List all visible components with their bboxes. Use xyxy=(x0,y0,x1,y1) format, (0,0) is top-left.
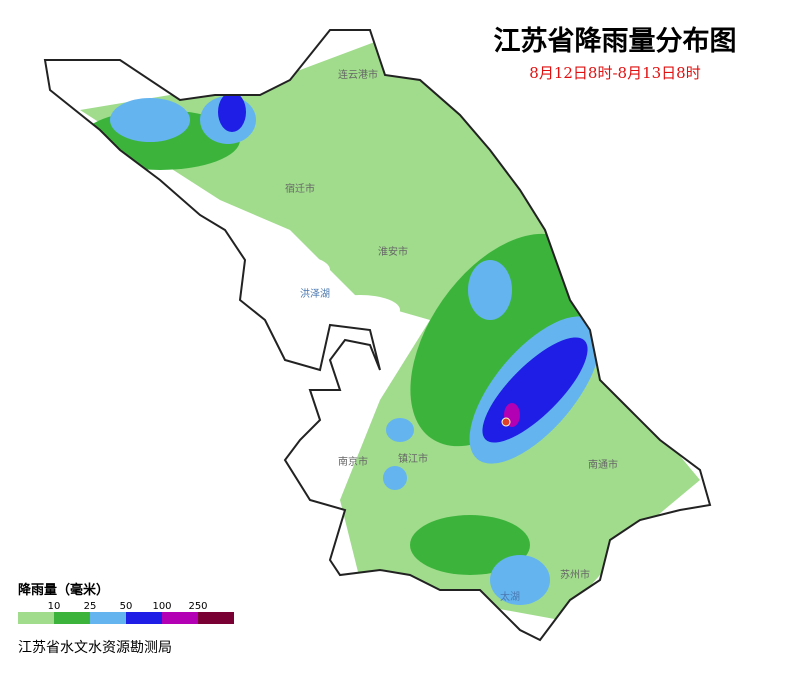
legend-title: 降雨量（毫米） xyxy=(18,582,109,598)
legend-swatch xyxy=(54,612,90,624)
title: 江苏省降雨量分布图 xyxy=(494,26,737,57)
rain-zone xyxy=(468,260,512,320)
lake-label: 洪泽湖 xyxy=(300,288,330,300)
rain-zone xyxy=(218,92,246,132)
rain-zone xyxy=(410,515,530,575)
lake xyxy=(320,295,400,325)
city-label: 南京市 xyxy=(338,455,368,468)
city-label: 苏州市 xyxy=(560,568,590,581)
city-label: 宿迁市 xyxy=(285,182,315,195)
rain-zone xyxy=(110,98,190,142)
rain-zone xyxy=(386,418,414,442)
city-label: 连云港市 xyxy=(338,68,378,81)
legend-swatch xyxy=(198,612,234,624)
legend-swatch xyxy=(18,612,54,624)
city-label: 南通市 xyxy=(588,458,618,471)
max-point xyxy=(501,417,511,427)
subtitle: 8月12日8时-8月13日8时 xyxy=(529,64,700,82)
legend-swatch xyxy=(126,612,162,624)
legend-tick-label: 250 xyxy=(188,601,207,612)
legend-tick-label: 50 xyxy=(120,601,133,612)
legend-swatch xyxy=(90,612,126,624)
city-label: 镇江市 xyxy=(398,452,428,465)
lake-label: 太湖 xyxy=(500,590,520,603)
legend-tick-label: 10 xyxy=(48,601,61,612)
rain-zone xyxy=(490,555,550,605)
rain-zone xyxy=(270,256,330,284)
rain-zone xyxy=(383,466,407,490)
city-label: 淮安市 xyxy=(378,245,408,258)
legend-tick-label: 25 xyxy=(84,601,97,612)
legend-swatch xyxy=(162,612,198,624)
source: 江苏省水文水资源勘测局 xyxy=(18,640,172,656)
rain-zone xyxy=(80,40,700,620)
legend-tick-label: 100 xyxy=(152,601,171,612)
labels: 宿迁市 淮安市 南京市 镇江市 南通市 苏州市 连云港市 洪泽湖 太湖 xyxy=(285,68,618,603)
legend: 10 25 50 100 250 xyxy=(18,601,234,624)
